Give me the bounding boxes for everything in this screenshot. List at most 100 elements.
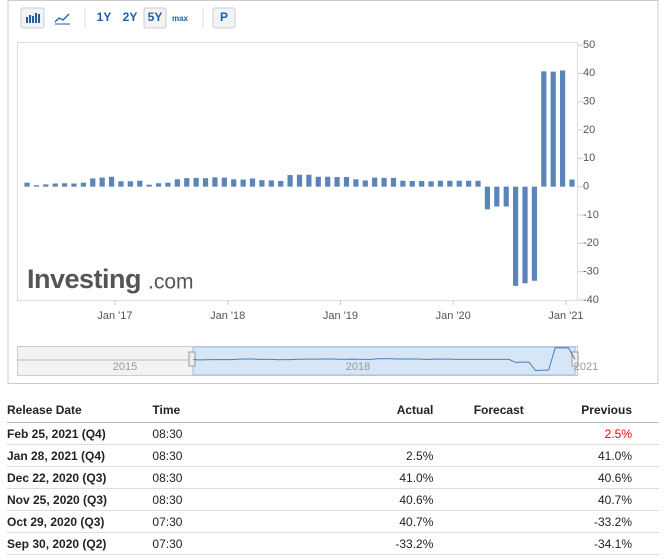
x-tick-label: Jan '21 [548,310,583,322]
navigator-label: 2021 [574,361,598,373]
bar [560,70,566,187]
x-tick-label: Jan '18 [210,310,245,322]
table-cell: 08:30 [152,466,286,489]
x-tick-label: Jan '20 [436,310,471,322]
bar [33,185,39,187]
bar [531,186,538,281]
range-button[interactable]: 1Y [97,10,112,24]
column-header: Previous [523,398,659,423]
x-tick-label: Jan '19 [323,310,358,322]
bar [475,180,481,187]
chart-widget: 1Y 2Y 5Y max P Investing .com 2015 2018 … [7,0,659,384]
table-cell: 2.5% [285,444,434,467]
bar [193,177,199,187]
bar [249,178,256,187]
y-tick-label: 20 [583,124,595,136]
x-tick-label: Jan '17 [97,310,132,322]
bar [287,175,293,187]
y-tick-label: -10 [583,209,599,221]
table-cell: 40.6% [285,488,434,511]
bar [306,174,312,187]
table-cell: 40.6% [523,466,659,489]
bar [334,177,340,187]
bar [447,180,453,187]
p-button[interactable]: P [220,10,228,24]
bar [99,177,105,187]
table-cell: Nov 25, 2020 (Q3) [7,488,153,511]
table-cell [433,510,524,533]
table-cell: 08:30 [152,422,286,445]
range-button[interactable]: max [172,14,189,23]
bar [80,182,86,187]
bar [428,181,434,187]
table-cell: Oct 29, 2020 (Q3) [7,510,153,533]
range-button[interactable]: 2Y [123,10,138,24]
bar [390,177,397,187]
column-header: Actual [285,398,434,423]
table-cell: Feb 25, 2021 (Q4) [7,422,153,445]
bar [90,178,96,187]
y-tick-label: 10 [583,152,595,164]
bar [466,180,472,187]
bar-icon [26,13,40,23]
column-header: Forecast [433,398,524,423]
bar [108,176,115,187]
bar [174,179,180,187]
navigator-handle[interactable] [188,351,196,367]
table-cell: -33.2% [523,510,659,533]
bar [343,177,350,187]
bar [259,180,265,187]
table-cell: Dec 22, 2020 (Q3) [7,466,153,489]
table-cell: 41.0% [523,444,659,467]
table-cell: 08:30 [152,444,286,467]
navigator-series [192,347,576,372]
bar [231,179,237,187]
bar [24,182,30,187]
table-cell [433,444,524,467]
table-cell: Sep 30, 2020 (Q2) [7,532,153,555]
history-table: Release Date Time Actual Forecast Previous F… [7,398,659,555]
bar [456,180,462,187]
line-chart-button[interactable] [54,13,70,23]
bar [569,179,575,187]
bar [400,180,406,187]
bar [494,186,500,207]
table-cell [433,422,524,445]
table-cell [285,422,434,445]
bar [240,179,246,187]
table-cell [433,488,524,511]
bar [381,177,387,187]
table-cell [433,532,524,555]
navigator-selection[interactable] [192,346,576,376]
bar [146,184,152,187]
table-cell: 40.7% [285,510,434,533]
bar [268,180,274,187]
table-row: Feb 25, 2021 (Q4) 08:30 2.5% [7,422,659,445]
bar [52,183,58,187]
bar [541,71,547,187]
bar [137,180,143,187]
bar [362,180,368,187]
y-tick-label: 40 [583,67,595,79]
y-tick-label: 0 [583,181,589,193]
table-cell: 2.5% [523,422,659,445]
bar [522,186,528,284]
range-button[interactable]: 5Y [148,10,163,24]
bar [550,71,556,187]
bar [127,181,133,187]
bar [71,183,77,187]
bar [315,176,321,187]
selected-range-box [143,7,167,29]
column-header: Time [152,398,286,423]
table-row: Dec 22, 2020 (Q3) 08:30 41.0% 40.6% [7,466,659,489]
bar [118,181,124,187]
plot-frame [17,42,578,301]
bar [202,178,209,187]
bar [419,181,425,187]
y-tick-label: -40 [583,294,599,306]
table-row: Jan 28, 2021 (Q4) 08:30 2.5% 41.0% [7,444,659,467]
table-row: Oct 29, 2020 (Q3) 07:30 40.7% -33.2% [7,510,659,533]
y-tick-label: -20 [583,237,599,249]
y-tick-label: 30 [583,96,595,108]
bar [437,180,444,187]
